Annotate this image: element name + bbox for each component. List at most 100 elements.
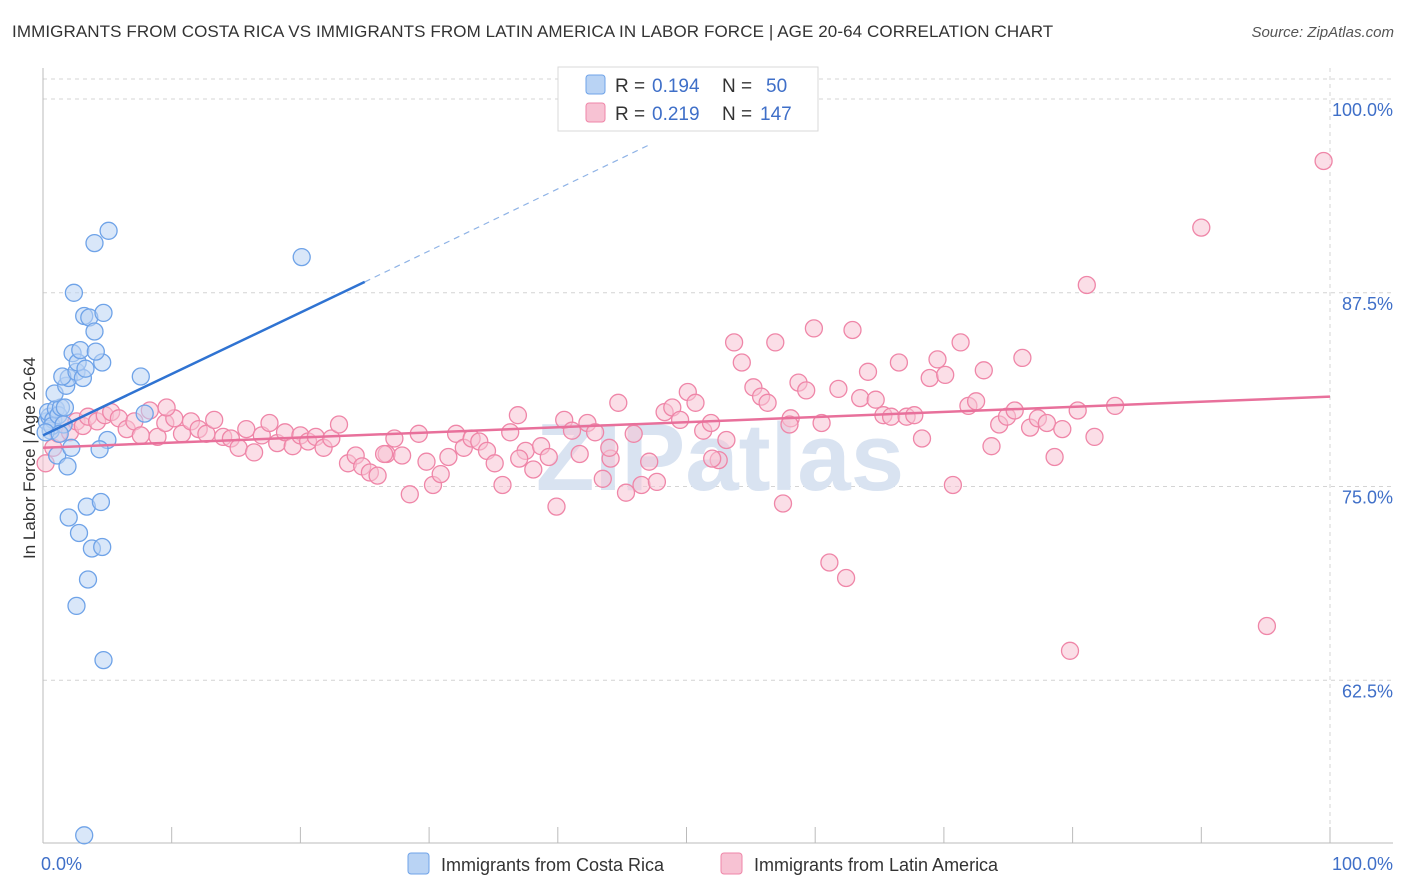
- point-latin-america: [237, 419, 256, 439]
- point-latin-america: [510, 449, 529, 468]
- point-latin-america: [374, 444, 394, 464]
- trend-lines: [42, 144, 1331, 449]
- point-costa-rica: [58, 457, 77, 476]
- point-latin-america: [1013, 348, 1032, 368]
- point-latin-america: [585, 423, 605, 442]
- point-latin-america: [329, 415, 349, 434]
- x-tick-label: 100.0%: [1332, 854, 1393, 874]
- point-latin-america: [431, 464, 450, 484]
- point-latin-america: [773, 494, 793, 513]
- point-latin-america: [686, 393, 705, 412]
- point-latin-america: [1068, 401, 1087, 420]
- legend-n-label-costa-rica: N =: [722, 76, 752, 97]
- point-latin-america: [439, 447, 458, 467]
- point-costa-rica: [55, 398, 75, 417]
- point-latin-america: [717, 430, 736, 450]
- point-costa-rica: [85, 233, 104, 253]
- point-latin-america: [1257, 616, 1277, 636]
- point-latin-america: [616, 483, 636, 502]
- point-latin-america: [229, 438, 248, 457]
- point-costa-rica: [94, 303, 113, 323]
- trend-line-latin-america: [42, 395, 1331, 449]
- legend-r-value-costa-rica: 0.194: [652, 76, 700, 97]
- point-latin-america: [485, 454, 504, 473]
- point-latin-america: [1085, 427, 1104, 447]
- point-costa-rica: [71, 340, 90, 360]
- point-latin-america: [936, 365, 955, 385]
- point-latin-america: [866, 390, 885, 409]
- point-costa-rica: [93, 537, 112, 557]
- point-latin-america: [493, 475, 512, 495]
- point-latin-america: [920, 368, 939, 388]
- point-costa-rica: [86, 342, 105, 361]
- point-latin-america: [912, 429, 932, 448]
- point-latin-america: [547, 497, 566, 516]
- point-costa-rica: [131, 367, 150, 386]
- point-latin-america: [417, 452, 436, 471]
- point-latin-america: [797, 381, 816, 400]
- legend-n-label-latin-america: N =: [722, 104, 752, 125]
- point-latin-america: [1077, 275, 1096, 295]
- point-latin-america: [836, 568, 856, 588]
- trend-line-costa-rica: [42, 280, 366, 437]
- chart-title: IMMIGRANTS FROM COSTA RICA VS IMMIGRANTS…: [12, 22, 1054, 41]
- point-latin-america: [1053, 419, 1072, 439]
- y-tick-labels: 100.0% 87.5% 75.0% 62.5%: [1332, 100, 1393, 701]
- point-costa-rica: [75, 826, 94, 845]
- point-latin-america: [501, 423, 520, 442]
- point-latin-america: [905, 406, 924, 425]
- point-latin-america: [205, 410, 224, 430]
- point-latin-america: [322, 429, 341, 448]
- point-costa-rica: [76, 359, 95, 378]
- point-latin-america: [1037, 413, 1057, 433]
- point-costa-rica: [91, 492, 111, 512]
- point-latin-america: [889, 353, 909, 372]
- point-latin-america: [812, 413, 831, 433]
- point-latin-america: [851, 388, 870, 408]
- point-costa-rica: [99, 221, 118, 240]
- point-latin-america: [724, 333, 744, 352]
- point-latin-america: [703, 449, 722, 468]
- bottom-legend-swatch-costa-rica: [407, 852, 430, 875]
- point-costa-rica: [64, 283, 84, 302]
- point-latin-america: [982, 437, 1001, 456]
- point-latin-america: [539, 447, 558, 467]
- point-latin-america: [131, 426, 150, 445]
- point-latin-america: [820, 553, 839, 572]
- point-latin-america: [732, 353, 751, 372]
- point-latin-america: [624, 424, 643, 443]
- legend-r-label-latin-america: R =: [615, 104, 645, 125]
- point-costa-rica: [135, 404, 154, 423]
- y-axis-title: In Labor Force | Age 20-64: [20, 357, 39, 559]
- point-costa-rica: [292, 247, 311, 267]
- y-tick-label: 75.0%: [1342, 488, 1393, 508]
- point-latin-america: [562, 421, 582, 440]
- point-costa-rica: [90, 440, 109, 459]
- legend-r-value-latin-america: 0.219: [652, 104, 700, 125]
- y-tick-label: 87.5%: [1342, 294, 1393, 314]
- point-latin-america: [570, 444, 589, 464]
- point-costa-rica: [69, 523, 89, 543]
- legend: R = 0.194 N = 50 R = 0.219 N = 147: [557, 66, 819, 132]
- point-latin-america: [260, 413, 279, 433]
- trend-line-costa-rica-extension: [364, 144, 649, 283]
- legend-n-value-costa-rica: 50: [766, 76, 787, 97]
- point-costa-rica: [59, 508, 78, 527]
- point-latin-america: [843, 320, 862, 340]
- point-latin-america: [524, 460, 543, 479]
- point-costa-rica: [67, 596, 86, 616]
- point-latin-america: [1045, 447, 1064, 467]
- point-costa-rica: [94, 650, 113, 670]
- legend-n-value-latin-america: 147: [760, 104, 792, 125]
- point-latin-america: [1060, 641, 1080, 660]
- point-latin-america: [508, 406, 528, 425]
- point-latin-america: [647, 472, 667, 492]
- point-latin-america: [392, 446, 412, 465]
- chart-source: Source: ZipAtlas.com: [1251, 24, 1394, 41]
- point-latin-america: [804, 319, 824, 338]
- point-latin-america: [829, 379, 848, 399]
- point-latin-america: [593, 469, 612, 488]
- x-tick-label: 0.0%: [41, 854, 82, 874]
- point-latin-america: [766, 333, 785, 352]
